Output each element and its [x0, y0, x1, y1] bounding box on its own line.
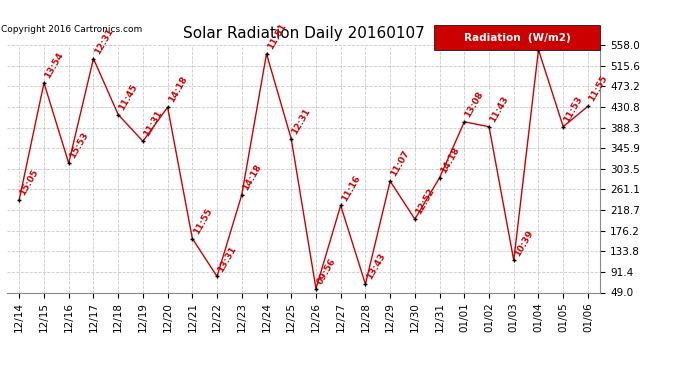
Text: 11:45: 11:45: [117, 82, 139, 112]
Point: [14, 196, 25, 202]
Point: [509, 257, 520, 263]
Text: 10:39: 10:39: [513, 228, 535, 258]
Point: [63, 160, 75, 166]
Point: [236, 192, 247, 198]
Text: 13:54: 13:54: [43, 51, 66, 80]
Text: 12:31: 12:31: [92, 27, 115, 56]
Point: [434, 175, 445, 181]
Point: [484, 124, 495, 130]
Point: [88, 56, 99, 62]
Point: [409, 216, 420, 222]
Text: 13:43: 13:43: [364, 252, 386, 282]
Point: [162, 104, 173, 110]
Point: [459, 119, 470, 125]
Point: [212, 273, 223, 279]
Point: [335, 202, 346, 208]
Point: [112, 111, 124, 117]
Text: 11:51: 11:51: [266, 22, 288, 51]
Point: [533, 47, 544, 53]
Text: 14:18: 14:18: [167, 75, 189, 105]
Text: 11:16: 11:16: [340, 173, 362, 202]
Point: [582, 103, 593, 109]
Text: 13:08: 13:08: [464, 90, 486, 119]
Text: 09:56: 09:56: [315, 256, 337, 286]
Point: [558, 124, 569, 130]
Point: [360, 281, 371, 287]
Text: 12:31: 12:31: [290, 107, 313, 136]
Text: 14:18: 14:18: [439, 146, 461, 175]
Title: Solar Radiation Daily 20160107: Solar Radiation Daily 20160107: [183, 26, 424, 41]
Text: 15:05: 15:05: [19, 168, 41, 197]
Text: Copyright 2016 Cartronics.com: Copyright 2016 Cartronics.com: [1, 25, 142, 34]
Text: 14:18: 14:18: [241, 163, 263, 192]
Text: Radiation  (W/m2): Radiation (W/m2): [464, 33, 571, 43]
Text: 11:55: 11:55: [192, 207, 214, 236]
Point: [286, 136, 297, 142]
Text: 11:07: 11:07: [389, 149, 411, 178]
Text: 12:52: 12:52: [414, 187, 436, 216]
Text: 11:53: 11:53: [562, 94, 584, 124]
FancyBboxPatch shape: [434, 25, 600, 50]
Point: [39, 80, 50, 86]
Text: 11:55: 11:55: [587, 74, 609, 104]
Text: 15:53: 15:53: [68, 131, 90, 160]
Point: [261, 51, 272, 57]
Point: [384, 178, 395, 184]
Text: 11:31: 11:31: [142, 109, 164, 138]
Point: [310, 286, 322, 292]
Text: 11:43: 11:43: [489, 94, 511, 124]
Point: [187, 236, 198, 242]
Point: [137, 138, 148, 144]
Text: 13:31: 13:31: [216, 244, 238, 274]
